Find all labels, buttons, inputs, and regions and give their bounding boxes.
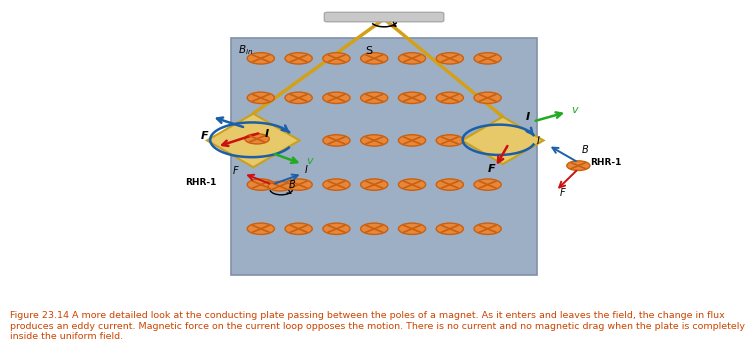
Text: RHR-1: RHR-1 — [185, 178, 217, 187]
Circle shape — [436, 135, 463, 146]
Text: F: F — [233, 166, 238, 176]
Circle shape — [474, 53, 501, 64]
Text: I: I — [305, 165, 308, 175]
Circle shape — [323, 92, 350, 104]
Text: B: B — [289, 180, 296, 190]
Text: B: B — [582, 145, 589, 155]
Circle shape — [247, 92, 274, 104]
Circle shape — [323, 53, 350, 64]
Text: F: F — [488, 164, 495, 174]
Text: F: F — [200, 131, 208, 141]
Circle shape — [268, 181, 291, 191]
Text: Figure 23.14 A more detailed look at the conducting plate passing between the po: Figure 23.14 A more detailed look at the… — [10, 311, 745, 341]
Circle shape — [436, 179, 463, 190]
Circle shape — [245, 134, 269, 144]
Circle shape — [398, 92, 426, 104]
Circle shape — [361, 223, 388, 235]
Text: F: F — [559, 188, 565, 198]
Text: I: I — [525, 112, 529, 122]
Circle shape — [474, 223, 501, 235]
Circle shape — [436, 223, 463, 235]
Circle shape — [436, 92, 463, 104]
Circle shape — [323, 135, 350, 146]
Circle shape — [398, 135, 426, 146]
Circle shape — [474, 92, 501, 104]
FancyBboxPatch shape — [324, 12, 444, 22]
Circle shape — [285, 92, 312, 104]
Polygon shape — [207, 114, 299, 167]
Circle shape — [398, 179, 426, 190]
Text: v: v — [571, 105, 578, 115]
Text: $B_{in}$: $B_{in}$ — [238, 44, 253, 57]
Circle shape — [323, 223, 350, 235]
Circle shape — [247, 53, 274, 64]
Text: v: v — [306, 156, 313, 166]
Circle shape — [567, 161, 590, 170]
Text: RHR-1: RHR-1 — [590, 158, 621, 167]
Circle shape — [361, 92, 388, 104]
Circle shape — [285, 53, 312, 64]
Circle shape — [361, 53, 388, 64]
Text: S: S — [365, 46, 373, 56]
Circle shape — [474, 179, 501, 190]
Circle shape — [436, 53, 463, 64]
Text: I: I — [265, 129, 268, 139]
Circle shape — [398, 53, 426, 64]
Circle shape — [398, 223, 426, 235]
Circle shape — [285, 223, 312, 235]
Circle shape — [323, 179, 350, 190]
Circle shape — [285, 179, 312, 190]
Circle shape — [247, 179, 274, 190]
Circle shape — [361, 135, 388, 146]
Text: I: I — [537, 136, 540, 146]
Circle shape — [247, 223, 274, 235]
Bar — [231, 38, 537, 274]
Polygon shape — [462, 117, 544, 164]
Circle shape — [361, 179, 388, 190]
